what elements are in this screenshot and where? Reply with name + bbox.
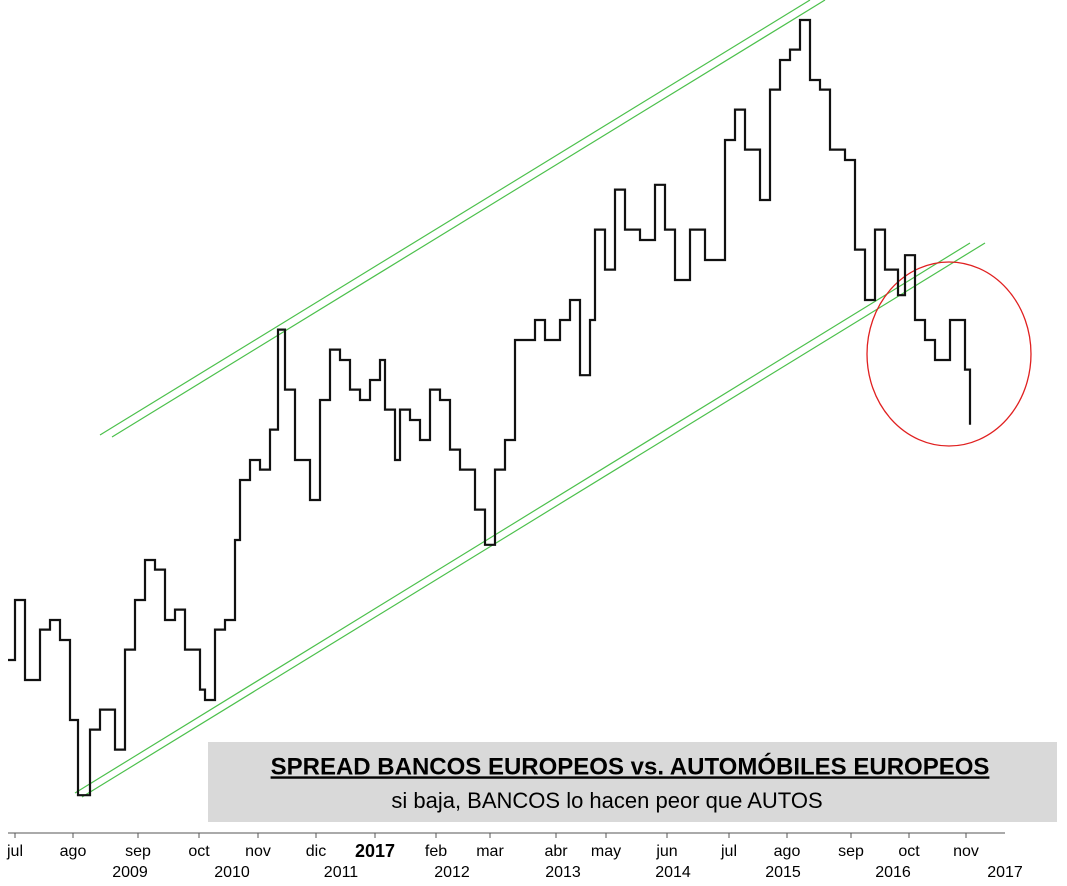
year-label: 2009 xyxy=(112,864,148,881)
x-tick-label: nov xyxy=(953,843,979,860)
x-tick-label: mar xyxy=(476,843,504,860)
caption-box xyxy=(208,742,1057,822)
year-label: 2011 xyxy=(324,864,359,881)
chart-title: SPREAD BANCOS EUROPEOS vs. AUTOMÓBILES E… xyxy=(271,752,990,780)
year-label: 2015 xyxy=(765,864,801,881)
x-tick-label: ago xyxy=(60,843,87,860)
x-tick-label: oct xyxy=(188,843,210,860)
year-label: 2010 xyxy=(214,864,250,881)
x-tick-label: sep xyxy=(838,843,864,860)
data-line xyxy=(8,18,972,797)
year-label: 2014 xyxy=(655,864,691,881)
year-label: 2012 xyxy=(434,864,470,881)
channel-line xyxy=(74,242,971,794)
x-tick-label: may xyxy=(591,843,621,860)
year-label: 2017 xyxy=(987,864,1023,881)
year-label: 2013 xyxy=(545,864,581,881)
channel xyxy=(74,0,986,798)
x-tick-label: abr xyxy=(544,843,568,860)
chart-subtitle: si baja, BANCOS lo hacen peor que AUTOS xyxy=(391,788,822,813)
x-tick-label: oct xyxy=(898,843,920,860)
x-tick-label: jun xyxy=(655,843,677,860)
x-tick-label: 2017 xyxy=(355,841,395,861)
x-tick-label: feb xyxy=(425,843,447,860)
channel-line xyxy=(99,0,811,436)
channel-line xyxy=(81,242,986,798)
x-tick-label: dic xyxy=(306,843,326,860)
x-tick-label: ago xyxy=(774,843,801,860)
x-tick-label: nov xyxy=(245,843,271,860)
x-tick-label: sep xyxy=(125,843,151,860)
x-tick-label: jul xyxy=(6,843,23,860)
x-tick-label: jul xyxy=(720,843,737,860)
year-label: 2016 xyxy=(875,864,911,881)
channel-line xyxy=(111,0,826,438)
highlight-circle xyxy=(866,261,1032,447)
